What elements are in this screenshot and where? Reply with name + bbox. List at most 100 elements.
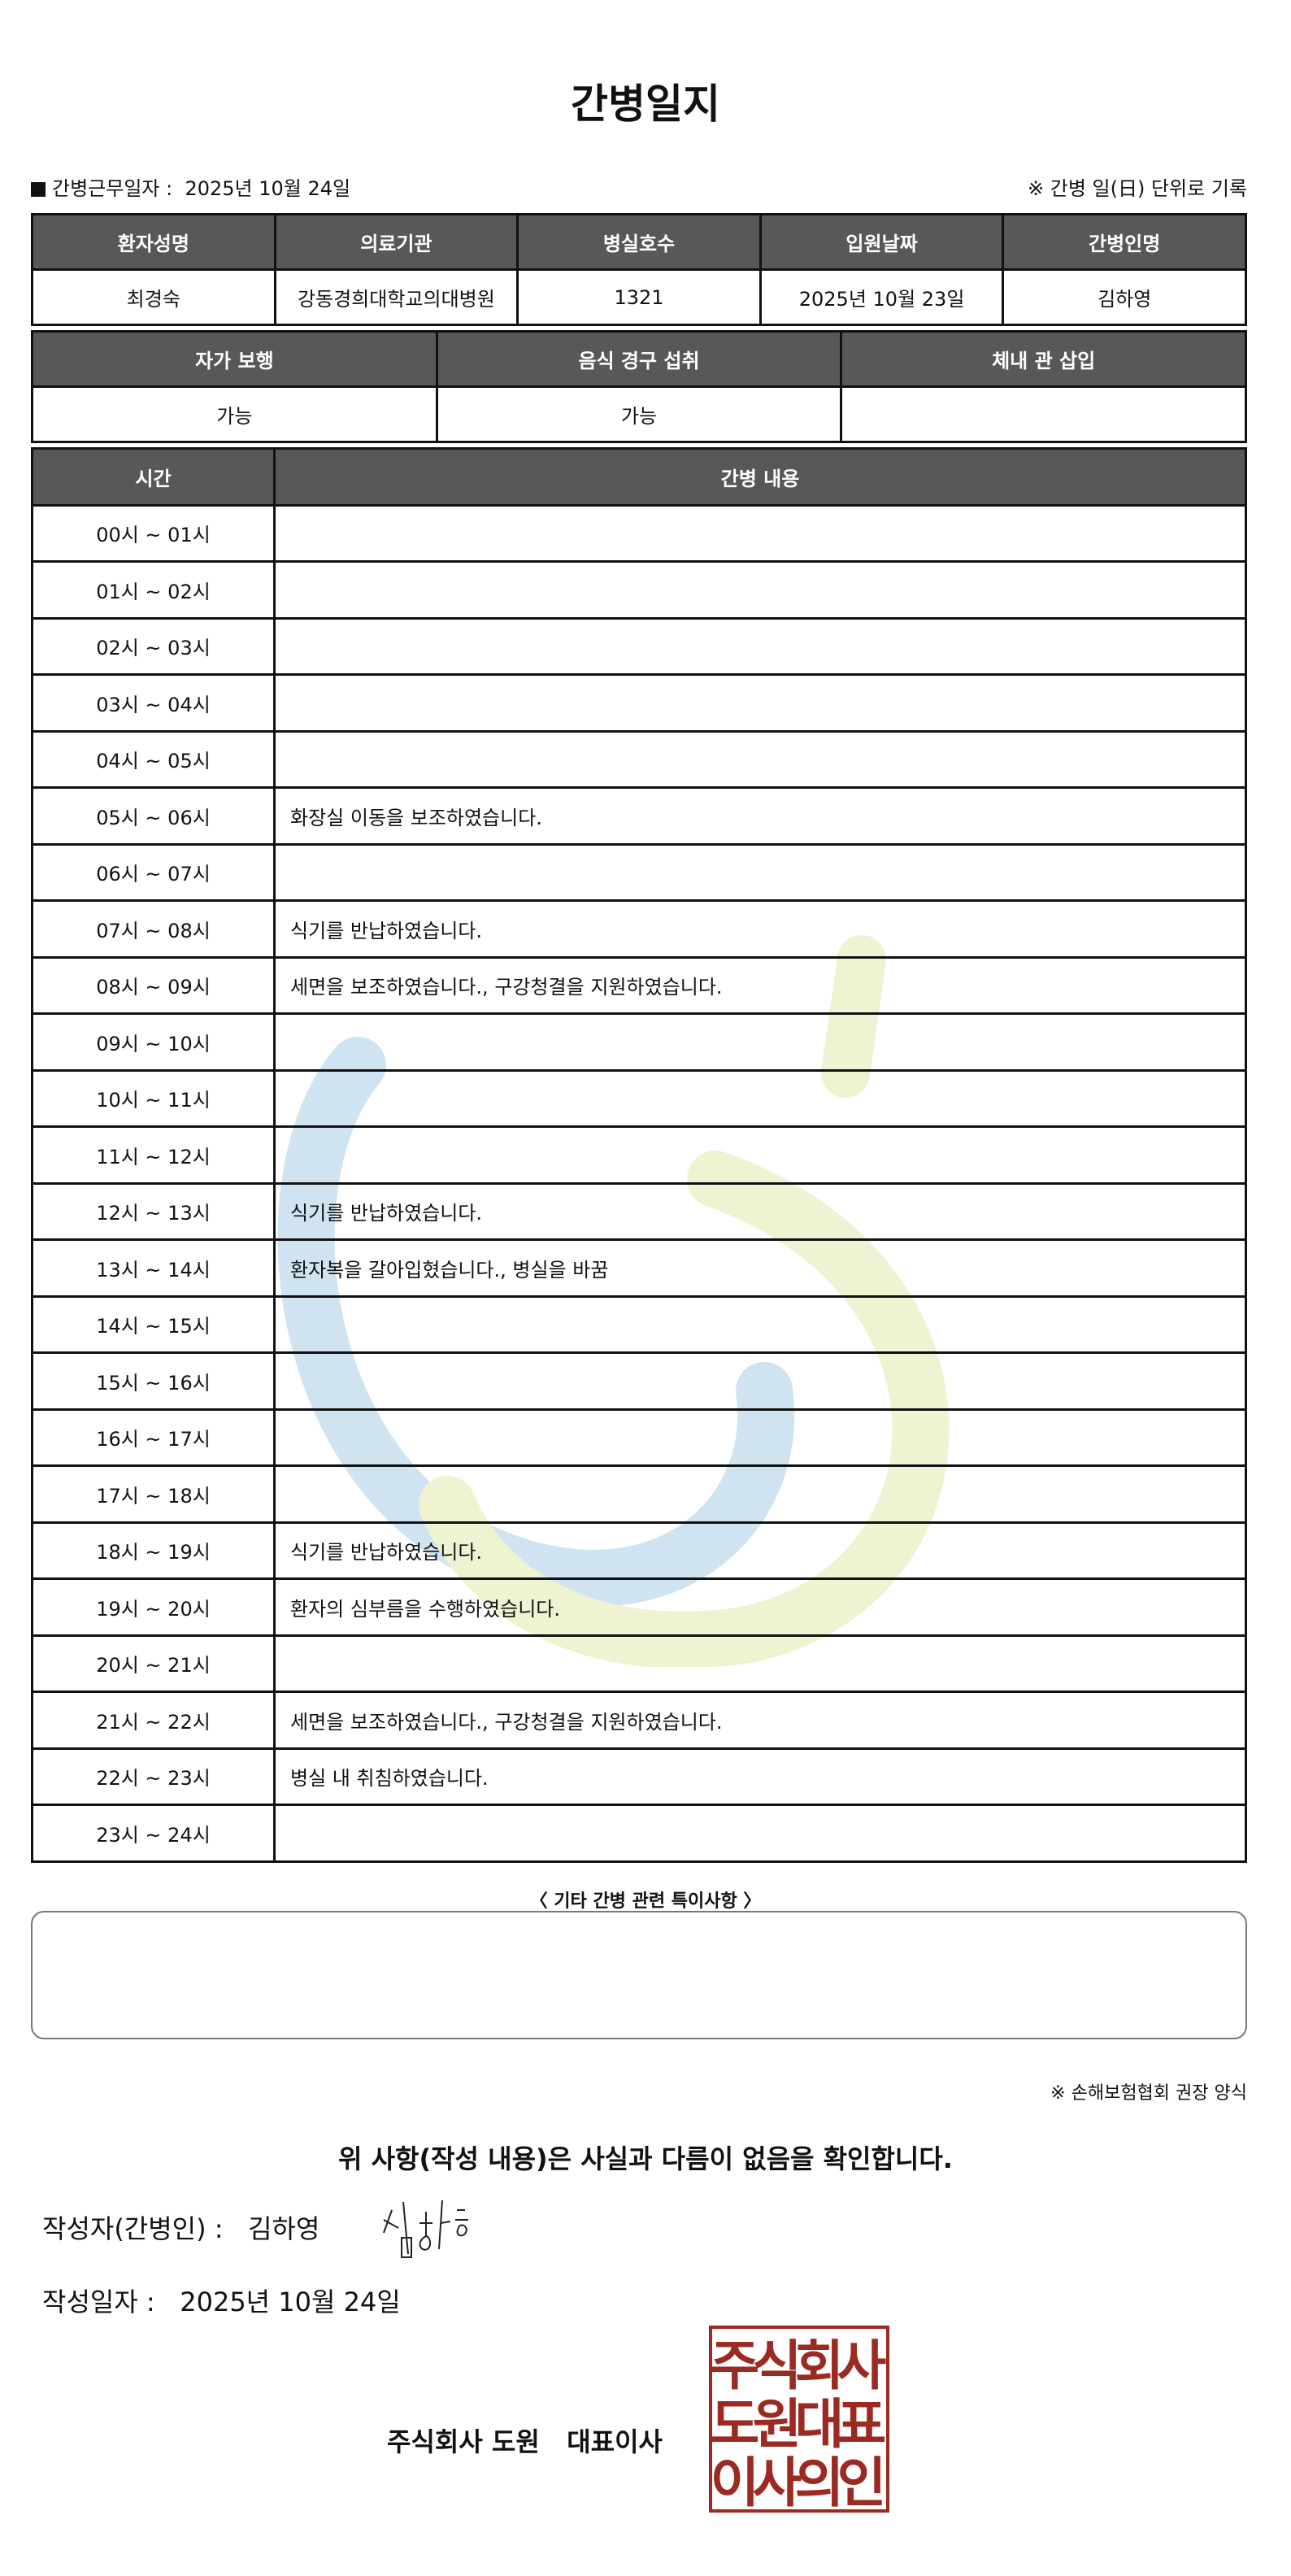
log-time: 01시 ~ 02시 [31,560,276,620]
patient-info-table: 환자성명 의료기관 병실호수 입원날짜 간병인명 최경숙 강동경희대학교의대병원… [31,213,1247,326]
svg-text:사: 사 [837,2334,886,2397]
caregiver: 김하영 [1002,268,1247,326]
signature-image [383,2200,468,2258]
svg-text:사: 사 [753,2452,802,2509]
log-time: 19시 ~ 20시 [31,1577,276,1637]
notes-box [31,1911,1247,2039]
log-row: 20시 ~ 21시 [31,1634,1247,1693]
log-row: 15시 ~ 16시 [31,1351,1247,1411]
log-row: 09시 ~ 10시 [31,1012,1247,1072]
recommend-note: ※ 손해보험협회 권장 양식 [1050,2083,1247,2104]
log-row: 18시 ~ 19시 식기를 반납하였습니다. [31,1521,1247,1580]
page-title: 간병일지 [571,80,720,128]
work-date-value: 2025년 10월 24일 [185,177,351,200]
log-content [273,1351,1247,1411]
log-time: 10시 ~ 11시 [31,1068,276,1128]
log-time: 05시 ~ 06시 [31,786,276,846]
log-row: 14시 ~ 15시 [31,1295,1247,1354]
svg-text:원: 원 [753,2393,802,2456]
log-time: 16시 ~ 17시 [31,1408,276,1467]
header-oral-intake: 음식 경구 섭취 [435,330,843,388]
log-row: 06시 ~ 07시 [31,842,1247,902]
log-content [273,1012,1247,1072]
log-content [273,1804,1247,1863]
patient-name: 최경숙 [31,268,276,326]
log-time: 02시 ~ 03시 [31,616,276,676]
log-row: 08시 ~ 09시 세면을 보조하였습니다., 구강청결을 지원하였습니다. [31,955,1247,1015]
walking: 가능 [31,385,438,443]
log-row: 12시 ~ 13시 식기를 반납하였습니다. [31,1181,1247,1241]
log-row: 21시 ~ 22시 세면을 보조하였습니다., 구강청결을 지원하였습니다. [31,1690,1247,1750]
header-admission-date: 입원날짜 [759,213,1005,271]
log-time: 23시 ~ 24시 [31,1804,276,1863]
log-time: 03시 ~ 04시 [31,673,276,733]
writer-name: 김하영 [248,2213,320,2244]
log-content: 세면을 보조하였습니다., 구강청결을 지원하였습니다. [273,955,1247,1015]
care-log-table: 시간 간병 내용 00시 ~ 01시 01시 ~ 02시 02시 ~ 03시 03시 … [31,447,1247,1863]
svg-text:도: 도 [712,2393,759,2456]
log-content [273,1068,1247,1128]
log-time: 15시 ~ 16시 [31,1351,276,1411]
log-time: 12시 ~ 13시 [31,1181,276,1241]
header-hospital: 의료기관 [273,213,519,271]
status-table: 자가 보행 음식 경구 섭취 체내 관 삽입 가능 가능 [31,330,1247,443]
log-time: 09시 ~ 10시 [31,1012,276,1072]
header-caregiver: 간병인명 [1002,213,1247,271]
log-row: 16시 ~ 17시 [31,1408,1247,1467]
svg-text:의: 의 [795,2452,845,2509]
header-content: 간병 내용 [273,447,1247,507]
log-row: 19시 ~ 20시 환자의 심부름을 수행하였습니다. [31,1577,1247,1637]
log-content [273,1295,1247,1354]
log-row: 11시 ~ 12시 [31,1125,1247,1185]
square-bullet-icon [31,182,46,197]
log-content [273,1125,1247,1185]
log-content: 환자의 심부름을 수행하였습니다. [273,1577,1247,1637]
log-row: 04시 ~ 05시 [31,729,1247,789]
svg-text:식: 식 [753,2334,802,2397]
header-patient-name: 환자성명 [31,213,276,271]
log-time: 18시 ~ 19시 [31,1521,276,1580]
meta-row: 간병근무일자 : 2025년 10월 24일 ※ 간병 일(日) 단위로 기록 [31,172,1247,201]
admission-date: 2025년 10월 23일 [759,268,1005,326]
company-ceo: 주식회사 도원 대표이사 [387,2426,663,2457]
log-time: 22시 ~ 23시 [31,1747,276,1806]
header-room: 병실호수 [516,213,762,271]
log-content [273,1408,1247,1467]
svg-text:인: 인 [837,2452,886,2509]
hospital: 강동경희대학교의대병원 [273,268,519,326]
written-date-line: 작성일자 : 2025년 10월 24일 [42,2282,401,2319]
log-row: 05시 ~ 06시 화장실 이동을 보조하였습니다. [31,786,1247,846]
log-row: 02시 ~ 03시 [31,616,1247,676]
log-row: 13시 ~ 14시 환자복을 갈아입혔습니다., 병실을 바꿈 [31,1238,1247,1298]
log-row: 07시 ~ 08시 식기를 반납하였습니다. [31,899,1247,959]
log-time: 06시 ~ 07시 [31,842,276,902]
log-content [273,1634,1247,1693]
log-time: 04시 ~ 05시 [31,729,276,789]
log-time: 07시 ~ 08시 [31,899,276,959]
log-content: 환자복을 갈아입혔습니다., 병실을 바꿈 [273,1238,1247,1298]
log-row: 17시 ~ 18시 [31,1464,1247,1524]
log-content [273,842,1247,902]
log-time: 14시 ~ 15시 [31,1295,276,1354]
log-time: 00시 ~ 01시 [31,503,276,563]
svg-text:대: 대 [795,2393,845,2456]
log-row: 00시 ~ 01시 [31,503,1247,563]
svg-text:주: 주 [712,2334,759,2397]
writer-label: 작성자(간병인) : [42,2213,224,2244]
log-content: 식기를 반납하였습니다. [273,899,1247,959]
svg-text:이: 이 [712,2452,759,2509]
log-row: 10시 ~ 11시 [31,1068,1247,1128]
work-date-label: 간병근무일자 [52,177,160,200]
log-content: 식기를 반납하였습니다. [273,1521,1247,1580]
work-date: 간병근무일자 : 2025년 10월 24일 [31,172,350,201]
confirm-text: 위 사항(작성 내용)은 사실과 다름이 없음을 확인합니다. [338,2143,953,2174]
written-date: 2025년 10월 24일 [180,2287,401,2317]
room: 1321 [516,268,762,326]
log-content [273,560,1247,620]
log-content: 화장실 이동을 보조하였습니다. [273,786,1247,846]
svg-text:표: 표 [837,2393,886,2456]
log-content [273,503,1247,563]
log-row: 23시 ~ 24시 [31,1804,1247,1863]
log-content [273,673,1247,733]
